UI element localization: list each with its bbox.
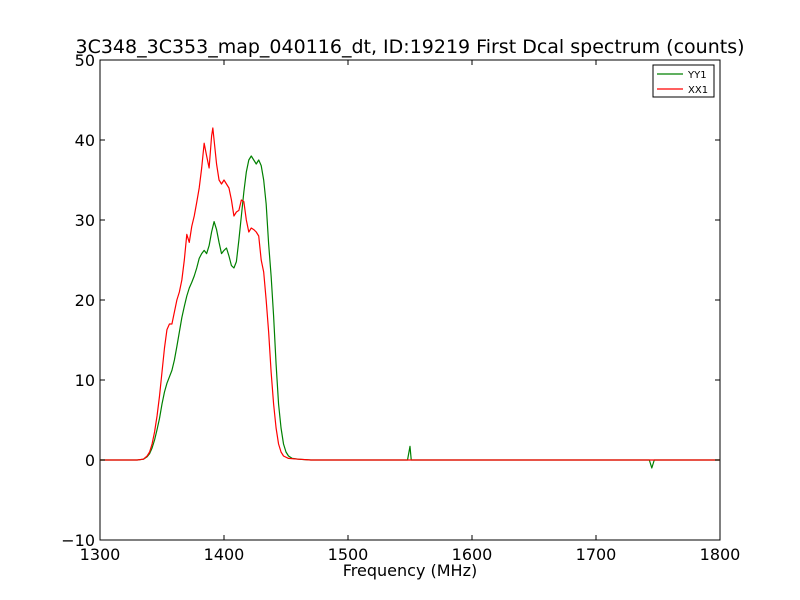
x-axis-label: Frequency (MHz): [343, 561, 477, 580]
x-tick-label: 1700: [576, 545, 617, 564]
y-tick-label: 20: [75, 291, 95, 310]
series-line-xx1: [100, 127, 720, 461]
legend-label-xx1: XX1: [688, 85, 708, 96]
x-tick-label: 1500: [328, 545, 369, 564]
y-tick-label: 10: [75, 371, 95, 390]
x-tick-label: 1600: [452, 545, 493, 564]
y-tick-label: −10: [61, 531, 95, 550]
x-tick-label: 1400: [204, 545, 245, 564]
series-layer: [100, 127, 720, 469]
legend-label-yy1: YY1: [687, 70, 707, 81]
x-tick-label: 1800: [700, 545, 741, 564]
series-line-yy1: [100, 155, 720, 469]
y-tick-label: 30: [75, 211, 95, 230]
y-tick-label: 50: [75, 51, 95, 70]
legend-box: [652, 64, 715, 98]
x-tick-label: 1300: [80, 545, 121, 564]
chart-title: 3C348_3C353_map_040116_dt, ID:19219 Firs…: [75, 36, 744, 58]
y-tick-label: 40: [75, 131, 95, 150]
axis-ticks: 1300 1400 1500 1600 1700 1800 −10 0 10 20 30 40 50: [61, 51, 740, 564]
y-tick-label: 0: [85, 451, 95, 470]
plot-area: [99, 59, 721, 541]
